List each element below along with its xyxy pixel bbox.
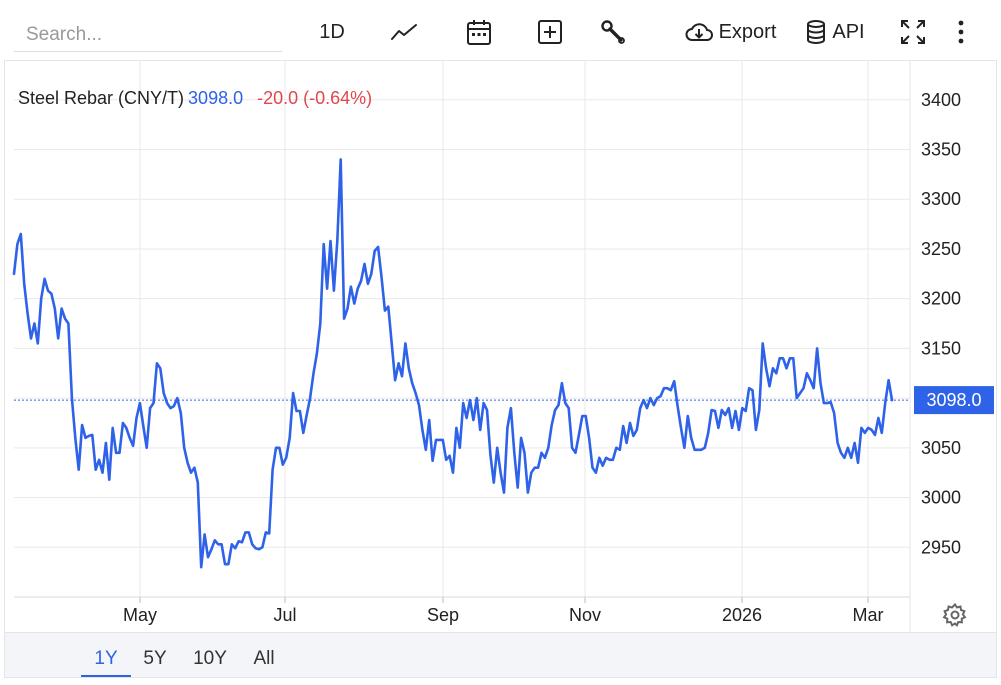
export-label: Export [718, 20, 777, 43]
indicators-button[interactable] [596, 14, 630, 50]
x-tick-label: Jul [273, 605, 296, 625]
range-all-button[interactable]: All [253, 648, 275, 669]
line-chart-icon [391, 24, 417, 40]
toolbar: 1D [0, 0, 1001, 64]
y-tick-label: 3400 [921, 90, 961, 110]
range-1y-button[interactable]: 1Y [81, 633, 131, 677]
last-price-label: 3098.0 [926, 390, 981, 410]
y-tick-label: 3250 [921, 239, 961, 259]
y-tick-label: 3150 [921, 338, 961, 358]
y-tick-label: 3000 [921, 488, 961, 508]
last-price-tag: 3098.0 [914, 386, 994, 415]
y-tick-label: 3350 [921, 140, 961, 160]
more-menu-button[interactable] [948, 14, 974, 50]
search-input[interactable] [14, 18, 282, 52]
legend-price: 3098.0 [188, 88, 244, 108]
fullscreen-button[interactable] [896, 14, 930, 50]
gear-icon[interactable] [942, 602, 968, 628]
range-10y-button[interactable]: 10Y [193, 648, 227, 669]
range-bar: 1Y 5Y 10Y All [4, 632, 997, 678]
x-tick-label: Mar [853, 605, 884, 625]
compare-button[interactable] [533, 14, 567, 50]
x-tick-label: Nov [569, 605, 601, 625]
expand-icon [901, 20, 925, 44]
legend-change: -20.0 (-0.64%) [257, 88, 373, 108]
date-range-button[interactable] [462, 14, 496, 50]
database-icon [807, 20, 826, 44]
series-line [12, 158, 894, 569]
interval-button[interactable]: 1D [312, 14, 352, 50]
y-tick-label: 3300 [921, 189, 961, 209]
cloud-download-icon [685, 23, 713, 41]
api-button[interactable]: API [802, 14, 868, 50]
price-chart[interactable]: 2950300030503100315032003250330033503400… [0, 0, 1001, 632]
export-button[interactable]: Export [680, 14, 780, 50]
chart-frame [4, 60, 997, 632]
x-tick-label: May [123, 605, 157, 625]
interval-label: 1D [319, 20, 345, 43]
wrench-icon [601, 20, 625, 44]
api-label: API [832, 20, 865, 43]
y-tick-label: 3050 [921, 438, 961, 458]
y-tick-label: 2950 [921, 537, 961, 557]
chart-type-button[interactable] [386, 14, 422, 50]
y-tick-label: 3200 [921, 289, 961, 309]
range-5y-button[interactable]: 5Y [143, 648, 167, 669]
plus-box-icon [538, 20, 562, 44]
more-vertical-icon [958, 20, 964, 44]
x-tick-label: 2026 [722, 605, 762, 625]
calendar-icon [467, 20, 491, 45]
chart-legend: Steel Rebar (CNY/T) 3098.0 -20.0 (-0.64%) [18, 88, 372, 109]
legend-series-name: Steel Rebar (CNY/T) [18, 88, 185, 108]
x-tick-label: Sep [427, 605, 459, 625]
